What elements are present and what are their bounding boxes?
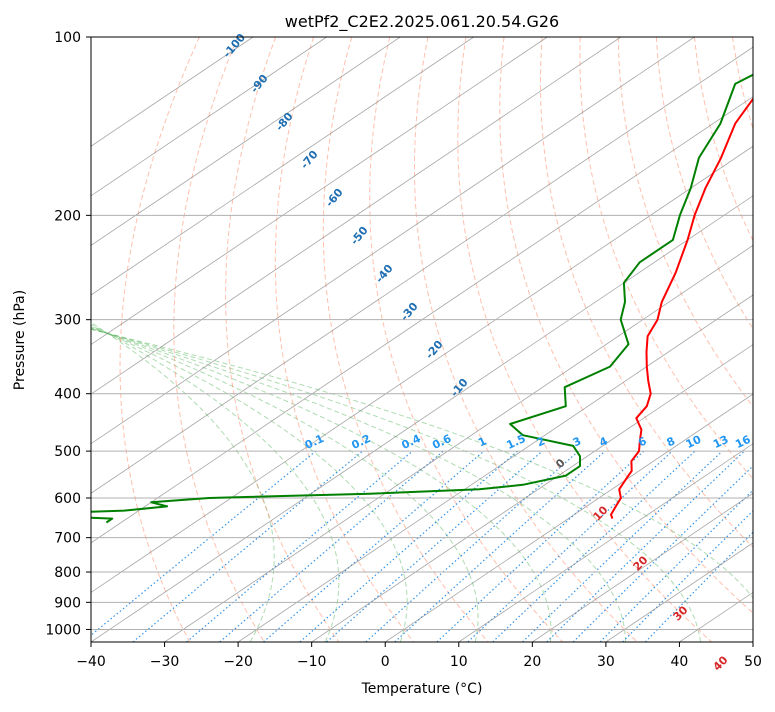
mixing-ratio-line: [493, 451, 695, 642]
x-tick-label: 30: [597, 654, 615, 670]
x-tick-label: 40: [671, 654, 689, 670]
dry-adiabat-line: [771, 37, 775, 642]
x-tick-label: 50: [744, 654, 762, 670]
dry-adiabat-line: [174, 37, 264, 642]
moist-adiabat-line: [0, 37, 701, 642]
dry-adiabat-line: [323, 37, 488, 642]
y-axis-label: Pressure (hPa): [12, 290, 28, 390]
mixing-ratio-label: 6: [636, 434, 649, 449]
y-tick-label: 100: [54, 30, 81, 46]
mixing-ratio-label: 0.1: [303, 432, 326, 452]
mixing-ratio-label: 10: [684, 433, 704, 451]
mixing-ratio-line: [547, 451, 745, 642]
background-lines: [0, 37, 775, 642]
x-tick-label: −30: [150, 654, 180, 670]
dry-adiabat-line: [618, 37, 775, 642]
dry-adiabat-line: [540, 37, 775, 642]
moist-adiabat-line: [0, 37, 274, 642]
isotherm-line: [165, 37, 775, 642]
dry-adiabat-label: -80: [273, 110, 296, 134]
dry-adiabat-label: -90: [248, 72, 271, 96]
mixing-ratio-label: 8: [665, 434, 677, 449]
moist-adiabat-label: 20: [631, 553, 651, 573]
moist-adiabat-line: [0, 37, 625, 642]
dry-adiabat-label: -100: [220, 31, 248, 61]
x-tick-label: −20: [223, 654, 253, 670]
isotherm-line: [0, 37, 547, 642]
isotherm-line: [91, 37, 775, 642]
moist-adiabat-label: 0: [553, 456, 568, 471]
dry-adiabat-label: -40: [373, 262, 396, 286]
x-tick-label: −40: [76, 654, 106, 670]
moist-adiabat-line: [0, 37, 339, 642]
mixing-ratio-label: 2: [535, 434, 547, 449]
mixing-ratio-label: 3: [571, 434, 583, 449]
y-tick-label: 500: [54, 444, 81, 460]
isotherm-line: [459, 37, 775, 642]
mixing-ratio-label: 0.2: [350, 432, 373, 452]
isotherm-line: [312, 37, 775, 642]
y-tick-label: 900: [54, 595, 81, 611]
dry-adiabat-label: -10: [448, 376, 471, 400]
y-tick-label: 700: [54, 531, 81, 547]
y-axis: 100 200 300 400 500 600 700 800 900 1000: [45, 30, 91, 638]
isotherm-line: [0, 37, 400, 642]
moist-adiabat-label: 40: [711, 653, 731, 673]
mixing-ratio-label: 13: [711, 433, 730, 451]
moist-adiabat-line: [0, 37, 478, 642]
dry-adiabat-line: [733, 37, 775, 642]
dry-adiabat-line: [656, 37, 775, 642]
y-tick-label: 800: [54, 565, 81, 581]
y-tick-label: 400: [54, 387, 81, 403]
y-tick-label: 600: [54, 491, 81, 507]
isotherm-line: [0, 37, 621, 642]
mixing-ratio-line: [133, 451, 363, 642]
isotherm-line: [753, 37, 775, 642]
mixing-ratio-label: 16: [733, 433, 753, 451]
dry-adiabat-line: [415, 37, 638, 642]
x-tick-label: 0: [381, 654, 390, 670]
mixing-ratio-line: [264, 451, 484, 642]
dry-adiabat-label: -50: [348, 224, 371, 248]
isotherm-line: [0, 37, 768, 642]
chart-title: wetPf2_C2E2.2025.061.20.54.G26: [285, 12, 559, 32]
y-tick-label: 1000: [45, 622, 81, 638]
mixing-ratio-line: [327, 451, 543, 642]
mixing-ratio-label: 0.6: [430, 432, 453, 452]
x-tick-label: −10: [297, 654, 327, 670]
mixing-ratio-line: [395, 451, 605, 642]
dry-adiabat-label: -20: [423, 338, 446, 362]
dry-adiabat-label: -60: [323, 186, 346, 210]
y-tick-label: 300: [54, 313, 81, 329]
mixing-ratio-line: [187, 451, 413, 642]
dry-adiabat-line: [580, 37, 775, 642]
moist-adiabat-label: 30: [671, 603, 691, 623]
isotherm-line: [0, 37, 694, 642]
mixing-ratio-label: 0.4: [400, 432, 423, 452]
moist-adiabat-label: 10: [591, 503, 611, 523]
y-tick-label: 200: [54, 208, 81, 224]
isotherm-line: [679, 37, 775, 642]
x-tick-label: 10: [450, 654, 468, 670]
mixing-ratio-label: 1: [476, 434, 488, 449]
x-tick-label: 20: [523, 654, 541, 670]
x-axis: −40 −30 −20 −10 0 10 20 30 40 50: [76, 642, 762, 670]
moist-adiabat-line: [0, 37, 407, 642]
dry-adiabat-label: -70: [298, 148, 321, 172]
mixing-ratio-line: [437, 451, 644, 642]
x-axis-label: Temperature (°C): [361, 681, 483, 697]
dry-adiabat-line: [458, 37, 712, 642]
